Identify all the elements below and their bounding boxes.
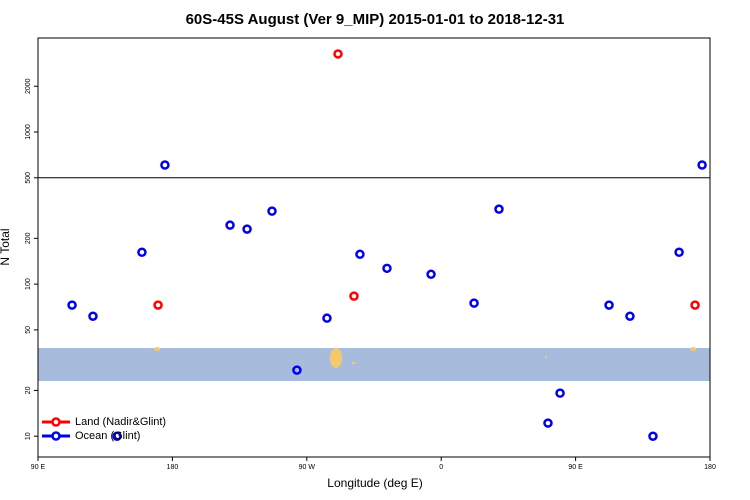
point [494,204,504,214]
point [469,298,479,308]
point [382,263,392,274]
y-tick-label: 2000 [25,78,32,94]
chart-title: 60S-45S August (Ver 9_MIP) 2015-01-01 to… [186,11,565,28]
point [112,431,122,441]
point [137,247,147,257]
point [160,160,170,170]
point [292,365,302,375]
point [88,311,98,321]
point [67,300,77,310]
point [697,160,707,170]
map-band [38,348,710,381]
point [267,206,277,216]
point [153,300,163,310]
point [543,418,553,428]
x-tick-label: 90 W [299,464,316,471]
point [242,224,252,234]
y-tick-label: 10 [25,432,32,440]
point [604,300,614,310]
point [625,311,635,321]
point [355,249,365,260]
point [674,247,684,257]
legend-label: Land (Nadir&Glint) [75,416,166,428]
y-tick-label: 20 [25,386,32,394]
legend-label: Ocean (Glint) [75,430,140,442]
x-tick-label: 0 [439,464,443,471]
y-tick-label: 200 [25,232,32,244]
point [349,291,359,301]
x-tick-label: 90 E [568,464,583,471]
y-tick-label: 500 [25,172,32,184]
point [555,388,565,398]
legend-marker [51,431,61,441]
y-tick-label: 100 [25,278,32,290]
x-tick-label: 180 [704,464,716,471]
x-axis-label: Longitude (deg E) [327,476,422,490]
point [690,300,700,310]
land-patches [154,347,696,368]
point [426,269,436,280]
x-tick-label: 180 [167,464,179,471]
point [648,431,658,441]
y-tick-label: 50 [25,326,32,334]
point [322,313,332,323]
point [225,220,235,230]
legend-marker [51,417,61,427]
point [333,49,343,59]
y-axis-label: N Total [0,228,12,265]
plot-frame [37,37,711,458]
y-tick-label: 1000 [25,124,32,140]
x-tick-label: 90 E [31,464,46,471]
